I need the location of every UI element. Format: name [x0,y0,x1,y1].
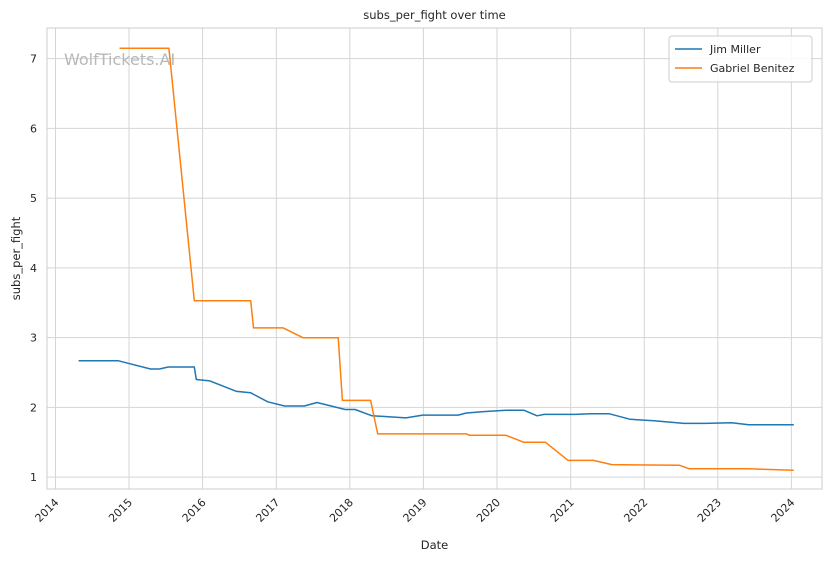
series-line-0 [78,359,794,426]
plot-frame [46,27,823,490]
y-tick-label: 2 [30,401,37,414]
y-tick-label: 1 [30,471,37,484]
y-axis-label: subs_per_fight [9,216,23,300]
y-tick-label: 3 [30,332,37,345]
y-tick-label: 6 [30,122,37,135]
chart-title: subs_per_fight over time [363,8,505,22]
legend-items: Jim Miller Gabriel Benitez [675,43,795,75]
y-tick-label: 4 [30,262,37,275]
series-lines [78,47,794,471]
watermark: WolfTickets.AI [64,50,175,69]
y-tick-label: 5 [30,192,37,205]
y-tick-label: 7 [30,53,37,66]
legend: Jim Miller Gabriel Benitez [668,35,813,83]
legend-label: Gabriel Benitez [710,62,795,75]
legend-label: Jim Miller [709,43,761,56]
x-axis-label: Date [421,538,449,552]
y-tick-labels: 1 2 3 4 5 6 7 [30,53,37,484]
series-line-1 [119,47,794,471]
grid [47,28,822,489]
legend-box [668,35,813,83]
